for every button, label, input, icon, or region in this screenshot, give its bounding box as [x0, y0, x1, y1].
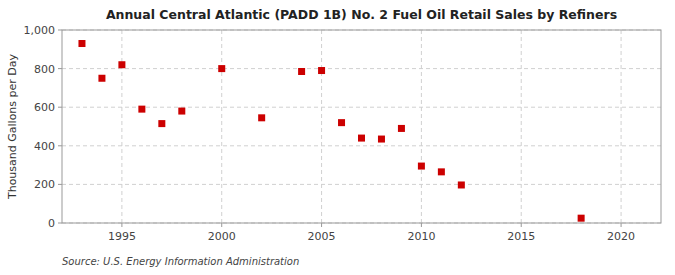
point: [178, 108, 185, 115]
point: [218, 65, 225, 72]
x-tick: [121, 223, 122, 227]
y-tick-label: 600: [34, 101, 55, 114]
point: [298, 68, 305, 75]
y-tick-label: 400: [34, 140, 55, 153]
x-tick-label: 2005: [308, 230, 336, 243]
x-grid-line: [121, 30, 122, 223]
x-tick-label: 2000: [208, 230, 236, 243]
point: [378, 136, 385, 143]
x-grid-line: [421, 30, 422, 223]
chart-svg: 0 200 400 600 800 1,000 1995 2000 2005 2010 2015 20…: [0, 0, 675, 275]
point: [458, 181, 465, 188]
grid: [62, 30, 661, 223]
y-tick: [58, 184, 62, 185]
y-tick-label: 200: [34, 178, 55, 191]
point: [118, 61, 125, 68]
point: [318, 67, 325, 74]
y-tick-label: 1,000: [24, 24, 56, 37]
y-tick: [58, 68, 62, 69]
y-grid-line: [62, 184, 661, 185]
x-tick-label: 1995: [108, 230, 136, 243]
x-tick: [621, 223, 622, 227]
y-tick: [58, 145, 62, 146]
point: [398, 125, 405, 132]
background: [0, 0, 675, 275]
point: [258, 114, 265, 121]
x-tick-label: 2015: [507, 230, 535, 243]
y-axis-label: Thousand Gallons per Day: [6, 53, 19, 200]
y-grid-line: [62, 107, 661, 108]
points: [78, 40, 584, 222]
x-tick-label: 2010: [407, 230, 435, 243]
point: [358, 135, 365, 142]
source-annotation: Source: U.S. Energy Information Administ…: [62, 256, 299, 267]
x-grid-line: [521, 30, 522, 223]
x-grid-line: [221, 30, 222, 223]
y-tick-label: 0: [48, 217, 55, 230]
point: [138, 106, 145, 113]
x-tick: [421, 223, 422, 227]
point: [338, 119, 345, 126]
point: [418, 163, 425, 170]
title: Annual Central Atlantic (PADD 1B) No. 2 …: [106, 7, 617, 22]
x-tick: [221, 223, 222, 227]
point: [98, 75, 105, 82]
y-grid-line: [62, 145, 661, 146]
plot-frame: [62, 30, 661, 223]
y-tick: [58, 107, 62, 108]
point: [158, 120, 165, 127]
point: [438, 168, 445, 175]
x-grid-line: [321, 30, 322, 223]
y-tick: [58, 223, 62, 224]
x-tick: [521, 223, 522, 227]
x-tick: [321, 223, 322, 227]
point: [578, 215, 585, 222]
y-tick: [58, 30, 62, 31]
y-tick-label: 800: [34, 63, 55, 76]
x-grid-line: [621, 30, 622, 223]
chart-container: 0 200 400 600 800 1,000 1995 2000 2005 2010 2015 20…: [0, 0, 675, 275]
y-grid-line: [62, 68, 661, 69]
x-tick-label: 2020: [607, 230, 635, 243]
axes: 0 200 400 600 800 1,000 1995 2000 2005 2010 2015 20…: [24, 24, 636, 243]
point: [78, 40, 85, 47]
